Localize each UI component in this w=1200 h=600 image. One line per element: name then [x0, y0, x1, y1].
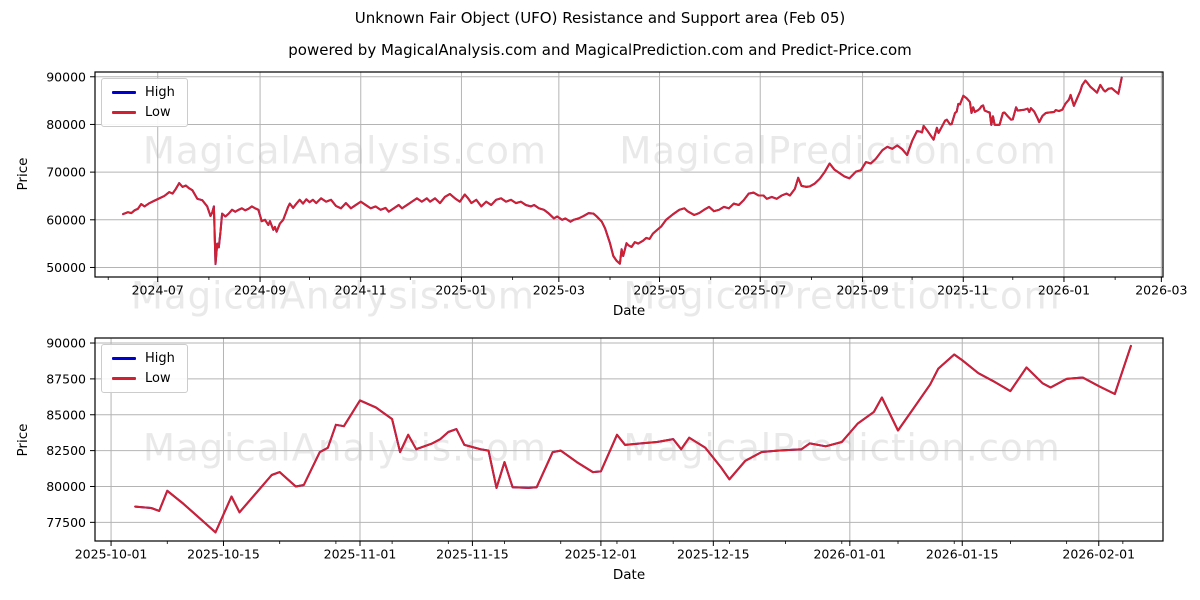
svg-text:2026-01-01: 2026-01-01: [813, 547, 886, 562]
svg-text:2025-11-01: 2025-11-01: [324, 547, 397, 562]
legend-label-low: Low: [145, 105, 171, 120]
legend-item-high: High: [112, 352, 175, 365]
high-line-swatch: [112, 91, 136, 94]
svg-text:2025-07: 2025-07: [734, 283, 786, 298]
svg-text:2025-11: 2025-11: [937, 283, 989, 298]
legend-label-low: Low: [145, 371, 171, 386]
low-line-swatch: [112, 377, 136, 380]
svg-text:2024-11: 2024-11: [335, 283, 387, 298]
bottom-chart-legend: High Low: [101, 344, 188, 393]
svg-text:2025-12-15: 2025-12-15: [677, 547, 750, 562]
svg-text:82500: 82500: [46, 443, 86, 458]
legend-item-low: Low: [112, 372, 175, 385]
svg-text:2025-09: 2025-09: [836, 283, 888, 298]
svg-text:2025-12-01: 2025-12-01: [565, 547, 638, 562]
svg-text:2025-10-01: 2025-10-01: [75, 547, 148, 562]
svg-text:70000: 70000: [46, 165, 86, 180]
legend-item-high: High: [112, 86, 175, 99]
legend-label-high: High: [145, 85, 175, 100]
legend-label-high: High: [145, 351, 175, 366]
svg-text:2026-01-15: 2026-01-15: [926, 547, 999, 562]
svg-text:80000: 80000: [46, 479, 86, 494]
svg-text:2025-03: 2025-03: [533, 283, 585, 298]
svg-text:2026-01: 2026-01: [1038, 283, 1090, 298]
svg-text:50000: 50000: [46, 260, 86, 275]
svg-text:2025-10-15: 2025-10-15: [187, 547, 260, 562]
high-line-swatch: [112, 357, 136, 360]
bottom-chart-y-axis-label: Price: [15, 423, 31, 457]
svg-text:60000: 60000: [46, 212, 86, 227]
svg-text:85000: 85000: [46, 407, 86, 422]
watermark-analysis-top: MagicalAnalysis.com: [143, 129, 547, 173]
svg-text:90000: 90000: [46, 69, 86, 84]
top-chart-x-axis-label: Date: [612, 303, 646, 319]
top-chart-legend: High Low: [101, 78, 188, 127]
chart-title: Unknown Fair Object (UFO) Resistance and…: [354, 9, 846, 27]
chart-subtitle: powered by MagicalAnalysis.com and Magic…: [288, 41, 912, 59]
svg-text:2026-02-01: 2026-02-01: [1062, 547, 1135, 562]
svg-text:80000: 80000: [46, 117, 86, 132]
watermark-prediction-top: MagicalPrediction.com: [619, 129, 1057, 173]
svg-text:2025-05: 2025-05: [633, 283, 685, 298]
low-line-swatch: [112, 111, 136, 114]
watermark-prediction-bottom: MagicalPrediction.com: [623, 426, 1061, 470]
watermark-analysis-middle: MagicalAnalysis.com: [131, 274, 535, 318]
svg-text:2024-09: 2024-09: [234, 283, 286, 298]
svg-text:2026-03: 2026-03: [1135, 283, 1187, 298]
legend-item-low: Low: [112, 106, 175, 119]
svg-text:87500: 87500: [46, 371, 86, 386]
svg-text:2025-01: 2025-01: [435, 283, 487, 298]
watermark-prediction-middle: MagicalPrediction.com: [623, 274, 1061, 318]
svg-text:2024-07: 2024-07: [132, 283, 184, 298]
top-chart-y-axis-label: Price: [15, 157, 31, 191]
bottom-chart-x-axis-label: Date: [612, 567, 646, 583]
svg-text:77500: 77500: [46, 515, 86, 530]
svg-text:2025-11-15: 2025-11-15: [436, 547, 509, 562]
svg-text:90000: 90000: [46, 336, 86, 351]
